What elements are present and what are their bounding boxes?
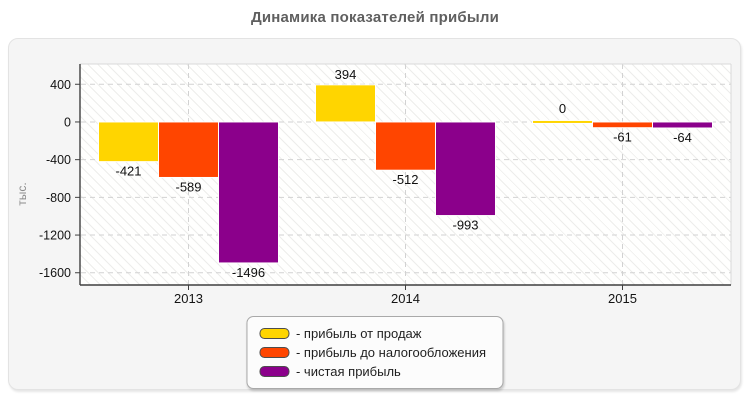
bar-value-label: -589 bbox=[175, 179, 201, 194]
bar-2013-s0 bbox=[98, 121, 159, 163]
y-tick-label: -1600 bbox=[39, 266, 71, 280]
legend-swatch bbox=[258, 347, 289, 358]
bar-chart: 400 0 -400 -800 -1200 -1600 2013 2014 2015 -421 39… bbox=[39, 63, 732, 306]
bar-2013-s1 bbox=[158, 121, 219, 178]
bar-value-label: -993 bbox=[452, 218, 478, 233]
legend-item: - чистая прибыль bbox=[258, 364, 486, 379]
y-tick-label: -1200 bbox=[39, 229, 71, 243]
bar-2015-s2 bbox=[652, 121, 713, 129]
bar-value-label: -61 bbox=[613, 130, 632, 145]
y-tick-label: -800 bbox=[46, 191, 71, 205]
legend-label: - прибыль до налогообложения bbox=[295, 345, 487, 360]
x-tick-label: 2013 bbox=[174, 291, 203, 306]
legend-swatch bbox=[258, 328, 289, 339]
legend-item: - прибыль до налогообложения bbox=[258, 345, 487, 360]
y-tick-label: -400 bbox=[46, 153, 71, 167]
bar-value-label: 0 bbox=[559, 101, 566, 116]
bar-2014-s2 bbox=[435, 121, 496, 217]
x-tick-label: 2015 bbox=[608, 291, 637, 306]
bar-value-label: 394 bbox=[335, 67, 357, 82]
chart-title: Динамика показателей прибыли bbox=[250, 9, 500, 26]
bar-2014-s1 bbox=[375, 121, 436, 171]
chart-card: тыс. 400 0 -400 -800 -1200 -1600 2013 2014 2015-… bbox=[8, 38, 741, 390]
legend-swatch bbox=[258, 366, 289, 377]
bar-2013-s2 bbox=[218, 121, 279, 264]
legend-item: - прибыль от продаж bbox=[258, 326, 486, 341]
legend-label: - прибыль от продаж bbox=[295, 326, 422, 341]
y-tick-label: 400 bbox=[50, 78, 71, 92]
x-tick-label: 2014 bbox=[391, 291, 420, 306]
bar-2014-s0 bbox=[315, 84, 376, 123]
legend-label: - чистая прибыль bbox=[295, 364, 401, 379]
bar-value-label: -64 bbox=[673, 130, 692, 145]
bar-value-label: -1496 bbox=[232, 265, 265, 280]
bar-value-label: -512 bbox=[392, 172, 418, 187]
bar-value-label: -421 bbox=[115, 164, 141, 179]
bar-2015-s1 bbox=[592, 121, 653, 129]
y-tick-label: 0 bbox=[64, 115, 71, 129]
bar-2015-s0 bbox=[532, 119, 593, 124]
legend: - прибыль от продаж - прибыль до налогоо… bbox=[245, 316, 504, 389]
